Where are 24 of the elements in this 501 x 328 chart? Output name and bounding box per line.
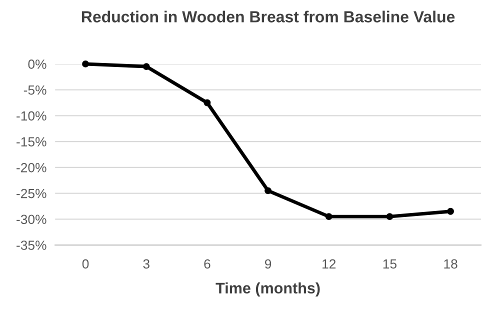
y-tick-label: -30% <box>16 214 46 224</box>
y-tick-label: -10% <box>16 111 46 121</box>
x-tick-label: 12 <box>322 259 336 268</box>
point <box>264 187 272 194</box>
chart-title: Reduction in Wooden Breast from Baseline Value <box>82 10 455 22</box>
point <box>142 63 150 70</box>
x-tick-label: 18 <box>444 259 458 269</box>
x-tick-label: 3 <box>143 259 150 269</box>
x-axis-title: Time (months) <box>216 282 320 297</box>
x-tick-label: 6 <box>204 259 210 269</box>
point <box>204 99 211 106</box>
y-tick-label: 0% <box>28 60 46 69</box>
y-tick-label: -5% <box>24 85 46 95</box>
x-tick-label: 15 <box>383 259 396 269</box>
point <box>447 208 454 215</box>
point <box>82 60 89 68</box>
point <box>325 213 332 220</box>
x-tick-label: 9 <box>264 259 272 269</box>
y-tick-label: -25% <box>16 188 46 198</box>
x-tick-label: 0 <box>82 259 89 269</box>
point <box>386 213 394 220</box>
y-tick-label: -20% <box>16 162 46 172</box>
y-tick-label: -15% <box>16 137 46 146</box>
y-tick-label: -35% <box>16 240 46 250</box>
